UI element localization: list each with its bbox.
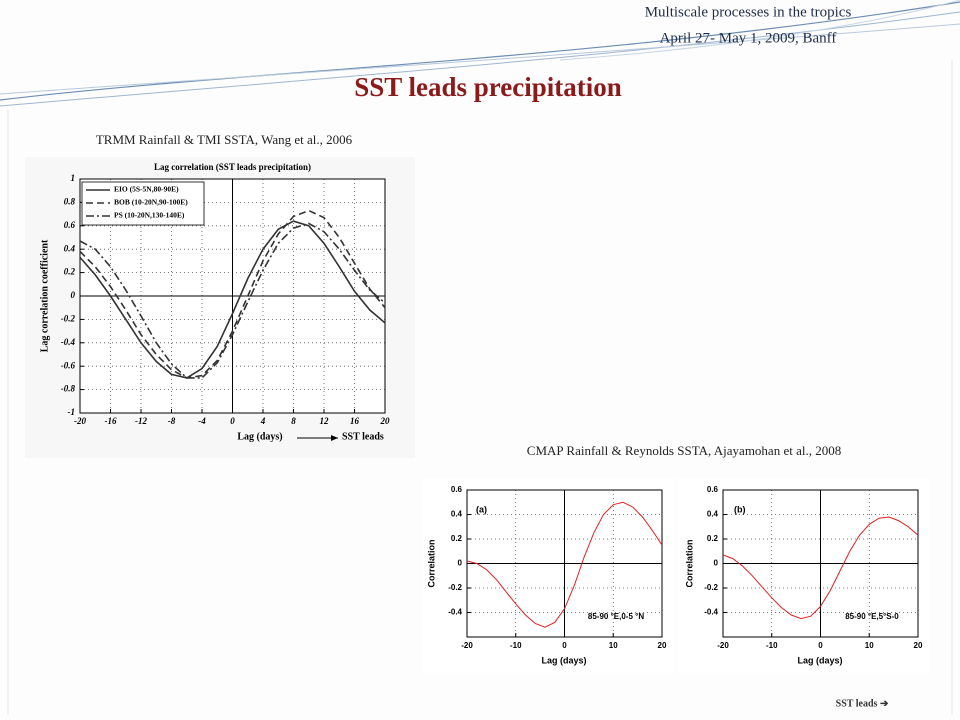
x-tick-label: 20 — [380, 416, 391, 426]
panel-label: (b) — [734, 504, 746, 514]
caption: TRMM Rainfall & TMI SSTA, Wang et al., 2… — [96, 132, 353, 147]
series-line — [79, 209, 386, 379]
y-tick-label: 0.4 — [707, 510, 719, 519]
y-tick-label: 0.6 — [64, 220, 76, 230]
header-text: Multiscale processes in the tropics — [645, 4, 852, 20]
legend-label: PS (10-20N,130-140E) — [114, 211, 185, 220]
x-tick-label: -4 — [198, 416, 206, 426]
y-tick-label: 0.2 — [64, 267, 76, 277]
x-tick-label: 20 — [658, 641, 667, 650]
y-tick-label: -1 — [68, 407, 76, 417]
x-axis-label: Lag (days) — [797, 655, 842, 665]
x-tick-label: -10 — [510, 641, 522, 650]
x-tick-label: 16 — [350, 416, 360, 426]
y-tick-label: -0.4 — [448, 608, 462, 617]
legend-label: EIO (5S-5N,80-90E) — [114, 185, 179, 194]
x-tick-label: 0 — [230, 416, 235, 426]
deco-line — [559, 0, 960, 61]
x-tick-label: 10 — [865, 641, 874, 650]
annotation: 85-90 °E,5°S-0 — [845, 612, 899, 621]
series-line — [722, 516, 919, 620]
caption: CMAP Rainfall & Reynolds SSTA, Ajayamoha… — [527, 443, 841, 458]
annotation: SST leads — [342, 431, 384, 442]
x-tick-label: -8 — [168, 416, 176, 426]
footnote: SST leads ➔ — [836, 698, 889, 709]
y-tick-label: 0.6 — [451, 485, 463, 494]
arrow-head — [331, 435, 338, 441]
plot-frame — [466, 489, 663, 638]
panel-label: (a) — [476, 504, 487, 514]
x-tick-label: -12 — [135, 416, 147, 426]
annotation: 85-90 °E,0-5 °N — [588, 612, 644, 621]
y-tick-label: -0.2 — [61, 313, 76, 323]
y-tick-label: 0.8 — [64, 196, 76, 206]
x-tick-label: -20 — [717, 641, 729, 650]
x-tick-label: 8 — [291, 416, 296, 426]
x-tick-label: -20 — [74, 416, 86, 426]
y-tick-label: -0.8 — [61, 384, 76, 394]
x-tick-label: 0 — [818, 641, 823, 650]
x-tick-label: 0 — [562, 641, 567, 650]
y-axis-label: Lag correlation coefficient — [39, 239, 50, 352]
series-line — [79, 222, 386, 379]
y-axis-label: Correlation — [426, 539, 436, 587]
x-axis-label: Lag (days) — [237, 431, 282, 442]
plot-frame — [79, 178, 386, 414]
y-tick-label: 0 — [71, 290, 76, 300]
y-tick-label: -0.2 — [704, 583, 718, 592]
x-tick-label: -20 — [461, 641, 473, 650]
x-tick-label: 4 — [260, 416, 266, 426]
x-tick-label: 12 — [320, 416, 330, 426]
y-tick-label: 0.2 — [707, 534, 719, 543]
header-text: April 27- May 1, 2009, Banff — [660, 30, 837, 46]
x-tick-label: -10 — [766, 641, 778, 650]
deco-line — [0, 1, 960, 101]
y-tick-label: -0.2 — [448, 583, 462, 592]
y-tick-label: -0.6 — [61, 360, 76, 370]
y-axis-label: Correlation — [684, 539, 694, 587]
series-line — [79, 220, 386, 379]
series-line — [466, 501, 663, 628]
y-tick-label: 1 — [71, 173, 76, 183]
y-tick-label: -0.4 — [61, 337, 76, 347]
chart: -1 -0.8 -0.6 -0.4 -0.2 0 0.2 0.4 0.6 0.8 1 -20 -16 -1… — [39, 162, 390, 442]
x-tick-label: 20 — [914, 641, 923, 650]
y-tick-label: 0 — [714, 559, 719, 568]
legend-label: BOB (10-20N,90-100E) — [114, 198, 188, 207]
chart-title: Lag correlation (SST leads precipitation… — [154, 162, 311, 172]
x-tick-label: 10 — [609, 641, 618, 650]
y-tick-label: 0 — [458, 559, 463, 568]
chart: -0.4 -0.2 0 0.2 0.4 0.6 -20 -10 0 10 20 Lag (days) C… — [684, 485, 923, 665]
chart: -0.4 -0.2 0 0.2 0.4 0.6 -20 -10 0 10 20 Lag (days) C… — [426, 485, 667, 665]
y-tick-label: 0.2 — [451, 534, 463, 543]
deco-line — [0, 23, 960, 95]
y-tick-label: -0.4 — [704, 608, 718, 617]
slide-title: SST leads precipitation — [354, 72, 622, 102]
x-tick-label: -16 — [105, 416, 117, 426]
x-axis-label: Lag (days) — [541, 655, 586, 665]
plot-frame — [722, 489, 919, 638]
y-tick-label: 0.4 — [64, 243, 76, 253]
y-tick-label: 0.4 — [451, 510, 463, 519]
y-tick-label: 0.6 — [707, 485, 719, 494]
